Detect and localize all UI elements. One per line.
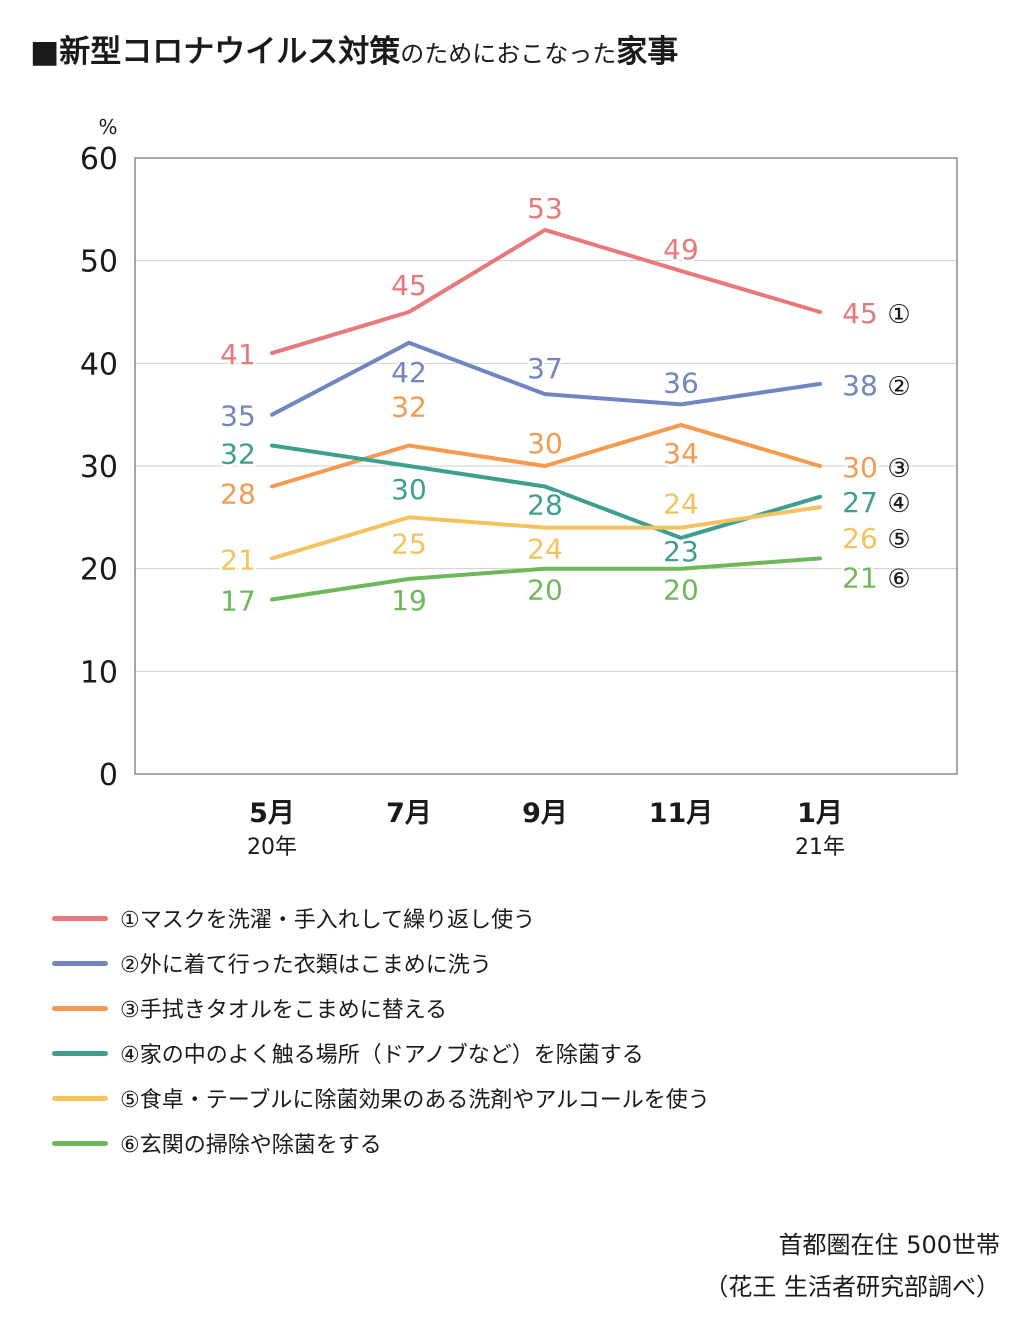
data-label-s6-p4: 20 (663, 574, 699, 607)
x-tick-label-1: 7月 (386, 798, 432, 829)
data-label-s5-p1: 21 (220, 543, 256, 576)
series-3: 28 32 30 34 30 ③ (218, 388, 911, 513)
data-label-s2-p1: 35 (220, 400, 256, 433)
data-label-s4-p2: 30 (391, 473, 427, 506)
data-label-s4-p4: 23 (663, 535, 699, 568)
data-label-s4-p5: 27 (842, 486, 878, 519)
series-line-2 (270, 340, 822, 417)
legend-item-1: ①マスクを洗濯・手入れして繰り返し使う (52, 898, 535, 938)
series-1: 41 45 53 49 45 ① (218, 189, 911, 373)
series-line-4 (270, 443, 822, 540)
y-tick-label-10: 10 (80, 655, 118, 690)
data-label-s1-p5: 45 (842, 297, 878, 330)
title-mid: のためにおこなった (400, 40, 617, 68)
data-label-s5-p4: 24 (663, 488, 699, 521)
data-label-s4-p3: 28 (527, 489, 563, 522)
data-label-s6-p5: 21 (842, 561, 878, 594)
legend-label-6: ⑥玄関の掃除や除菌をする (120, 1133, 382, 1158)
data-label-s3-p4: 34 (663, 437, 699, 470)
series-line-1 (270, 227, 822, 356)
y-tick-label-40: 40 (80, 347, 118, 382)
data-label-s6-p3: 20 (527, 574, 563, 607)
rank-marker-4: ④ (887, 489, 910, 519)
data-label-s3-p1: 28 (220, 478, 256, 511)
legend-swatch-6 (52, 1140, 108, 1146)
y-tick-label-50: 50 (80, 245, 118, 280)
data-label-s2-p3: 37 (527, 352, 563, 385)
rank-marker-5: ⑤ (887, 525, 910, 555)
legend-item-3: ③手拭きタオルをこまめに替える (52, 988, 447, 1028)
legend-swatch-2 (52, 960, 108, 966)
source-note: 首都圏在住 500世帯 （花王 生活者研究部調べ） (704, 1224, 1000, 1308)
rank-marker-1: ① (887, 300, 910, 330)
rank-marker-2: ② (887, 372, 910, 402)
data-label-s5-p2: 25 (391, 527, 427, 560)
data-label-s2-p4: 36 (663, 366, 699, 399)
x-tick-label-3: 11月 (649, 798, 714, 829)
x-tick-sublabel-0: 20年 (247, 835, 297, 860)
legend-item-5: ⑤食卓・テーブルに除菌効果のある洗剤やアルコールを使う (52, 1078, 710, 1118)
series-line-6 (270, 556, 822, 602)
line-chart: 0 10 20 30 40 50 60% 5月 20年 7月 9月 11月 1月 21年 41 45 53 49… (80, 115, 958, 860)
data-label-s2-p5: 38 (842, 369, 878, 402)
title-square: ■ (30, 34, 60, 70)
legend-item-6: ⑥玄関の掃除や除菌をする (52, 1123, 382, 1163)
data-label-s2-p2: 42 (391, 356, 427, 389)
data-label-s4-p1: 32 (220, 437, 256, 470)
legend-swatch-4 (52, 1050, 108, 1056)
x-tick-label-0: 5月 (249, 798, 295, 829)
data-label-s5-p3: 24 (527, 533, 563, 566)
data-label-s3-p5: 30 (842, 451, 878, 484)
data-label-s1-p2: 45 (391, 269, 427, 302)
data-label-s6-p1: 17 (220, 584, 256, 617)
x-tick-label-4: 1月 (797, 798, 843, 829)
legend-label-4: ④家の中のよく触る場所（ドアノブなど）を除菌する (120, 1043, 644, 1068)
rank-marker-3: ③ (887, 454, 910, 484)
y-axis-unit: % (98, 115, 117, 139)
data-label-s3-p3: 30 (527, 427, 563, 460)
rank-marker-6: ⑥ (887, 564, 910, 594)
series-4: 32 30 28 23 27 ④ (218, 435, 911, 570)
x-tick-sublabel-4: 21年 (795, 835, 845, 860)
chart-title: ■新型コロナウイルス対策のためにおこなった家事 (30, 26, 678, 71)
legend-label-5: ⑤食卓・テーブルに除菌効果のある洗剤やアルコールを使う (120, 1088, 710, 1113)
series-5: 21 25 24 24 26 ⑤ (218, 485, 911, 579)
legend-label-3: ③手拭きタオルをこまめに替える (120, 998, 448, 1023)
source-line-1: 首都圏在住 500世帯 (778, 1231, 1000, 1259)
data-label-s3-p2: 32 (391, 390, 427, 423)
legend-swatch-1 (52, 915, 108, 921)
title-end: 家事 (616, 34, 679, 70)
legend-swatch-3 (52, 1005, 108, 1011)
y-tick-label-0: 0 (99, 758, 118, 793)
y-tick-label-60: 60 (80, 142, 118, 177)
y-tick-label-30: 30 (80, 450, 118, 485)
series-line-5 (270, 505, 822, 561)
y-tick-label-20: 20 (80, 553, 118, 588)
legend-label-1: ①マスクを洗濯・手入れして繰り返し使う (120, 908, 536, 933)
legend-swatch-5 (52, 1095, 108, 1101)
axis-layer: 0 10 20 30 40 50 60% 5月 20年 7月 9月 11月 1月 21年 (80, 115, 845, 860)
data-label-s6-p2: 19 (391, 584, 427, 617)
legend-item-2: ②外に着て行った衣類はこまめに洗う (52, 943, 492, 983)
data-label-s1-p1: 41 (220, 338, 256, 371)
plot-frame (134, 157, 958, 775)
legend-label-2: ②外に着て行った衣類はこまめに洗う (120, 953, 492, 978)
x-tick-label-2: 9月 (522, 798, 568, 829)
source-line-2: （花王 生活者研究部調べ） (704, 1273, 1000, 1301)
data-label-s1-p3: 53 (527, 192, 563, 225)
data-label-s5-p5: 26 (842, 522, 878, 555)
data-label-s1-p4: 49 (663, 233, 699, 266)
title-main: 新型コロナウイルス対策 (59, 34, 401, 70)
series-6: 17 19 20 20 21 ⑥ (218, 556, 911, 620)
legend-item-4: ④家の中のよく触る場所（ドアノブなど）を除菌する (52, 1033, 644, 1073)
series-2: 35 42 37 36 38 ② (218, 340, 911, 435)
